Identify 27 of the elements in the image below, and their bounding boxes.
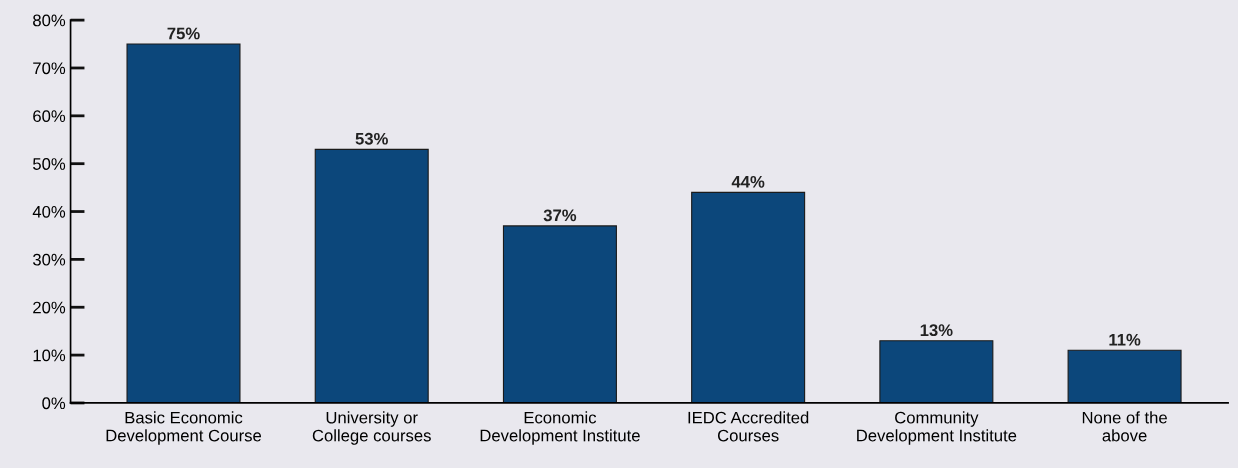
x-tick-label: Community Development Institute: [857, 411, 1017, 445]
bar: [502, 225, 617, 403]
bar: [126, 43, 241, 403]
y-tick-label: 30%: [32, 253, 66, 266]
data-label: 53%: [355, 132, 388, 145]
data-label: 44%: [731, 175, 765, 188]
bar: [691, 191, 806, 403]
data-label: 75%: [167, 27, 200, 40]
x-tick-label: Basic Economic Development Course: [106, 411, 262, 445]
bar: [314, 148, 429, 403]
data-label: 11%: [1109, 333, 1141, 346]
data-label: 37%: [543, 209, 577, 222]
y-tick-label: 80%: [33, 14, 66, 27]
x-tick-label: University or College courses: [312, 411, 431, 445]
x-tick-label: IEDC Accredited Courses: [688, 411, 809, 442]
y-tick-label: 50%: [33, 158, 66, 170]
x-tick-label: None of the above: [1082, 411, 1167, 442]
bar: [879, 340, 994, 403]
x-tick-label: Economic Development Institute: [480, 411, 640, 445]
y-tick-label: 60%: [33, 110, 66, 123]
y-tick-label: 70%: [33, 62, 66, 75]
y-tick-label: 20%: [33, 301, 66, 314]
y-tick-label: 40%: [32, 205, 66, 218]
data-label: 13%: [920, 324, 953, 337]
bar: [1067, 349, 1182, 403]
y-tick-label: 0%: [42, 397, 66, 410]
y-tick-label: 10%: [33, 349, 66, 362]
